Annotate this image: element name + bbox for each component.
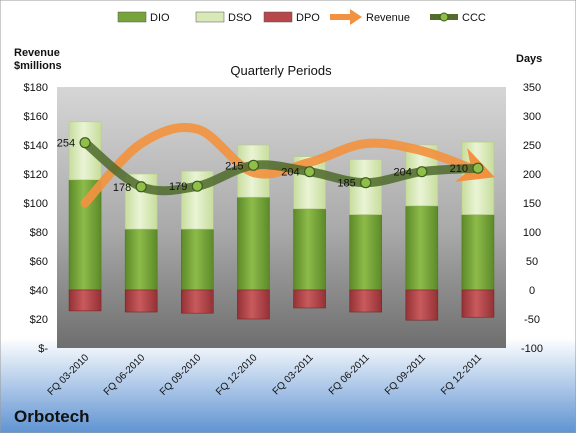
dpo-bar <box>68 289 102 312</box>
right-tick-label: 250 <box>523 140 541 152</box>
dio-bar <box>124 228 158 291</box>
ccc-point <box>247 159 260 171</box>
ccc-data-label: 185 <box>337 178 355 190</box>
legend-label: DSO <box>228 12 252 24</box>
left-tick-label: $100 <box>24 198 48 210</box>
company-name: Orbotech <box>14 407 90 426</box>
chart-title: Quarterly Periods <box>230 63 332 78</box>
left-tick-label: $80 <box>30 227 48 239</box>
legend-swatch <box>263 11 293 23</box>
ccc-point <box>303 166 316 178</box>
dpo-bar <box>293 289 326 309</box>
legend-swatch <box>117 11 147 23</box>
right-tick-label: -50 <box>524 314 540 326</box>
left-tick-label: $- <box>38 343 48 355</box>
ccc-data-label: 215 <box>225 160 243 172</box>
legend-swatch <box>195 11 225 23</box>
left-tick-label: $140 <box>24 140 48 152</box>
right-axis: -100 -50 0 50 100 150 200 250 300 350 <box>521 82 543 355</box>
right-tick-label: 100 <box>523 227 541 239</box>
legend-label: CCC <box>462 12 486 24</box>
left-axis-title: Revenue $millions <box>14 47 63 72</box>
ccc-data-label: 204 <box>281 167 299 179</box>
dpo-bar <box>124 289 158 313</box>
dpo-bar <box>237 289 270 320</box>
ccc-point <box>472 162 484 174</box>
right-tick-label: 350 <box>523 82 541 94</box>
right-tick-label: 0 <box>529 285 535 297</box>
revenue-series <box>80 123 495 208</box>
ccc-point <box>135 181 147 193</box>
legend-label: DIO <box>150 12 170 24</box>
legend: DIO DSO DPO Revenue CCC <box>117 9 486 25</box>
left-tick-label: $120 <box>24 169 48 181</box>
right-tick-label: 300 <box>523 111 541 123</box>
ccc-data-label: 204 <box>393 167 411 179</box>
dio-bar <box>405 205 439 291</box>
plot-area <box>57 87 506 348</box>
right-tick-label: -100 <box>521 343 543 355</box>
right-tick-label: 200 <box>523 169 541 181</box>
dpo-bar <box>181 289 214 314</box>
right-axis-title: Days <box>516 53 542 65</box>
ccc-data-label: 178 <box>113 182 131 194</box>
left-axis: $- $20 $40 $60 $80 $100 $120 $140 $160 $180 <box>24 82 49 355</box>
right-tick-label: 50 <box>526 256 538 268</box>
legend-label: DPO <box>296 12 320 24</box>
dio-bar <box>293 208 326 291</box>
ccc-data-label: 254 <box>57 138 75 150</box>
ccc-data-label: 210 <box>450 163 468 175</box>
dio-bar <box>461 214 495 291</box>
legend-marker <box>439 12 449 22</box>
left-tick-label: $60 <box>30 256 48 268</box>
dio-bar <box>237 196 270 291</box>
dpo-bar <box>461 289 495 318</box>
dso-bar <box>461 141 495 215</box>
ccc-point <box>360 177 372 189</box>
ccc-series: 254 178 179 215 204 185 204 210 <box>57 137 484 196</box>
dpo-bar <box>349 289 382 313</box>
left-tick-label: $180 <box>24 82 48 94</box>
ccc-point <box>416 166 428 178</box>
left-tick-label: $160 <box>24 111 48 123</box>
ccc-point <box>79 137 91 149</box>
right-tick-label: 150 <box>523 198 541 210</box>
dpo-bar <box>405 289 439 321</box>
ccc-data-label: 179 <box>169 181 187 193</box>
ccc-point <box>191 180 203 192</box>
left-tick-label: $20 <box>30 314 48 326</box>
legend-label: Revenue <box>366 12 410 24</box>
revenue-line <box>80 123 495 208</box>
left-tick-label: $40 <box>30 285 48 297</box>
legend-arrowhead <box>350 9 362 25</box>
dio-bar <box>349 214 382 291</box>
dio-bar <box>181 228 214 291</box>
